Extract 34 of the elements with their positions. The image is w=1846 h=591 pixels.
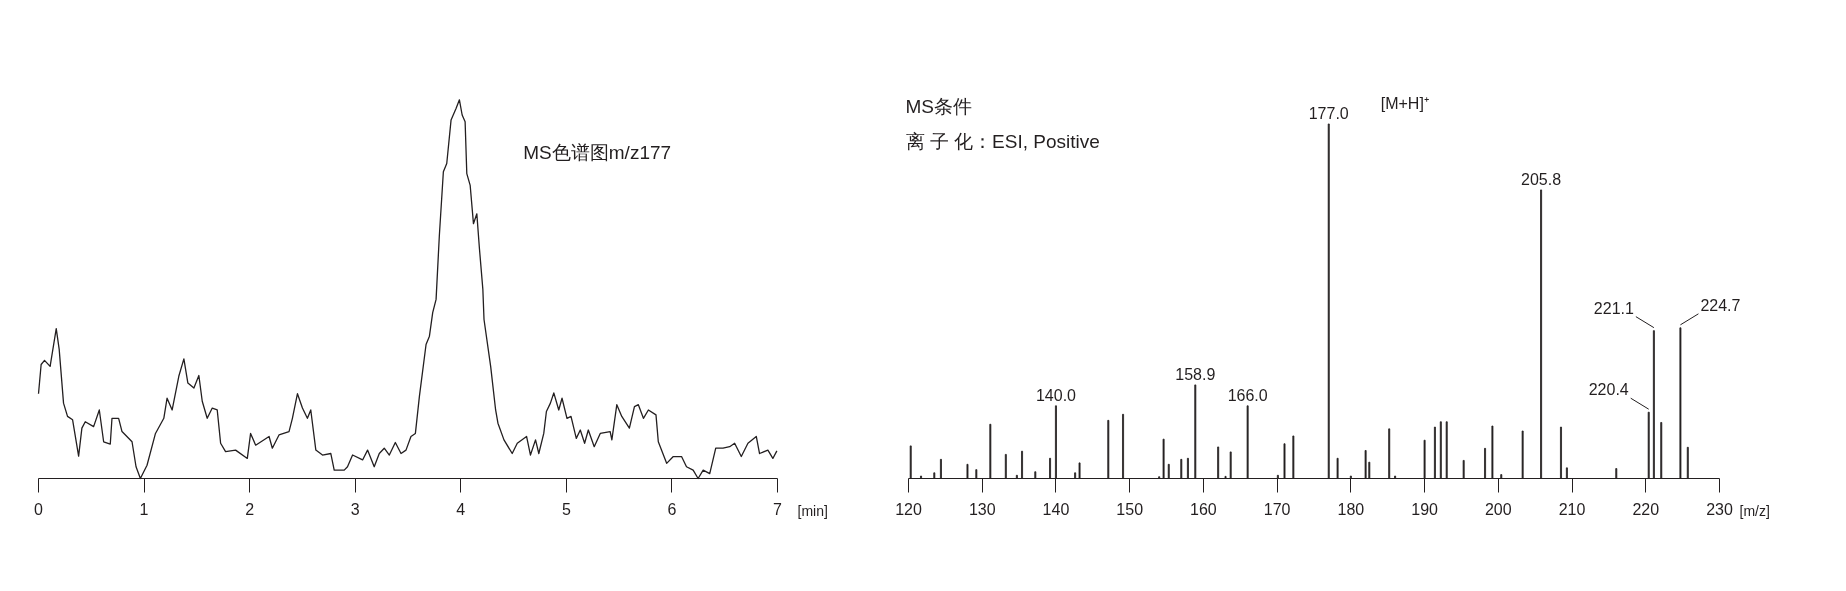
annotation: 177.0 xyxy=(1308,104,1349,122)
x-tick-label: 180 xyxy=(1337,500,1365,518)
x-tick-label: 3 xyxy=(350,500,360,518)
x-tick-label: 230 xyxy=(1706,500,1733,518)
x-tick-label: 5 xyxy=(561,500,571,518)
x-tick-label: 130 xyxy=(968,500,996,518)
annotation: 224.7 xyxy=(1700,296,1741,314)
x-tick-label: 6 xyxy=(667,500,677,518)
x-tick-label: 120 xyxy=(895,500,922,518)
annotation: 离 子 化：ESI, Positive xyxy=(905,130,1100,152)
x-axis-title: [m/z] xyxy=(1739,502,1770,519)
annotation: 158.9 xyxy=(1175,365,1216,383)
annotation: 221.1 xyxy=(1593,299,1634,317)
annotation: 166.0 xyxy=(1227,386,1268,404)
x-tick-label: 170 xyxy=(1263,500,1291,518)
x-tick-label: 4 xyxy=(456,500,466,518)
x-tick-label: 140 xyxy=(1042,500,1070,518)
x-tick-label: 220 xyxy=(1632,500,1660,518)
x-tick-label: 210 xyxy=(1558,500,1586,518)
x-tick-label: 150 xyxy=(1116,500,1144,518)
x-tick-label: 160 xyxy=(1190,500,1217,518)
text: MS色谱图m/z177 xyxy=(523,141,672,163)
annotation: 220.4 xyxy=(1588,381,1629,399)
x-tick-label: 2 xyxy=(245,500,255,518)
text: MS条件 xyxy=(905,95,972,117)
annotation: 140.0 xyxy=(1035,386,1077,404)
x-tick-label: 1 xyxy=(139,500,149,518)
x-tick-label: 190 xyxy=(1411,500,1439,518)
annotation: 205.8 xyxy=(1521,170,1562,188)
x-tick-label: 200 xyxy=(1484,500,1512,518)
x-axis-title: [min] xyxy=(797,502,828,519)
text: [M+H]⁺ xyxy=(1380,94,1429,112)
x-tick-label: 0 xyxy=(34,500,44,518)
x-tick-label: 7 xyxy=(773,500,783,518)
